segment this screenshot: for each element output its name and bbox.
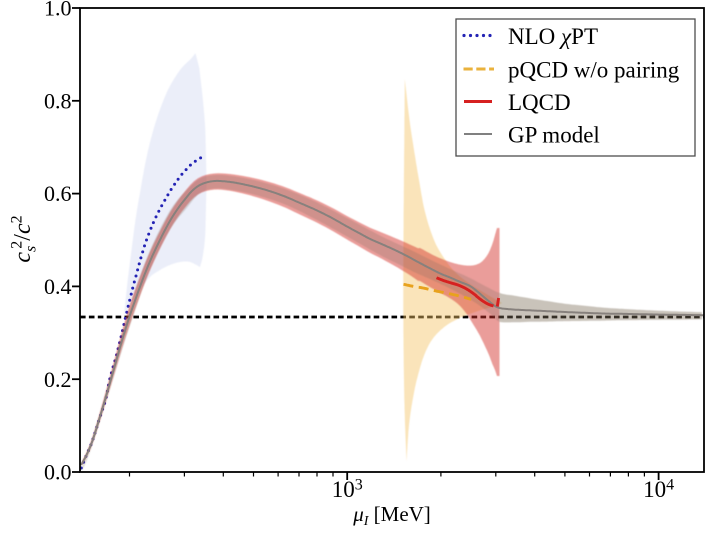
svg-text:cs2/c2: cs2/c2 xyxy=(9,215,40,262)
svg-text:pQCD w/o pairing: pQCD w/o pairing xyxy=(508,58,680,83)
svg-text:LQCD: LQCD xyxy=(508,90,571,115)
svg-text:0.8: 0.8 xyxy=(44,88,72,113)
svg-text:0.2: 0.2 xyxy=(44,367,72,392)
svg-text:0.4: 0.4 xyxy=(44,274,72,299)
svg-text:GP model: GP model xyxy=(508,123,600,148)
svg-text:μI [MeV]: μI [MeV] xyxy=(352,502,431,529)
svg-text:0.6: 0.6 xyxy=(44,181,72,206)
svg-text:1.0: 1.0 xyxy=(44,0,72,21)
svg-text:0.0: 0.0 xyxy=(44,460,72,485)
svg-text:NLO χPT: NLO χPT xyxy=(508,24,598,49)
